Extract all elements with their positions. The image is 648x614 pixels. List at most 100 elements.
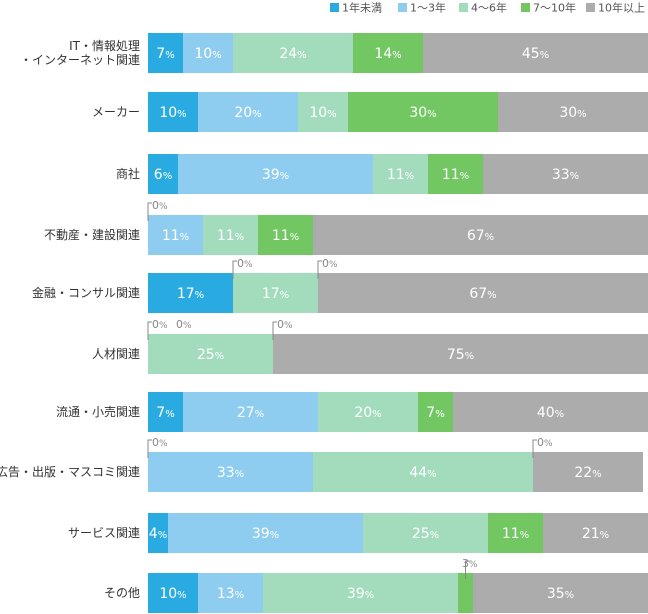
data-label: 21% [582,526,609,542]
data-label: 10% [159,105,186,121]
bar-segment [198,573,263,613]
data-label: 22% [574,465,601,481]
data-label-outside: 0% [176,318,192,331]
category-label-8: 広告・出版・マスコミ関連 [0,465,140,479]
data-label: 33% [552,167,579,183]
bar-segment [373,154,428,194]
bar-segment [148,273,233,313]
data-label: 35% [547,586,574,602]
data-label: 17% [262,286,289,302]
category-label-4: 不動産・建設関連 [44,227,140,242]
data-label: 39% [347,586,374,602]
legend-swatch-5 [586,3,595,12]
bar-segment [453,392,648,432]
data-label: 25% [412,526,439,542]
bar-segment [353,33,423,73]
bar-segment [313,452,533,492]
bar-segment [233,273,318,313]
data-label: 33% [217,465,244,481]
bar-segment [198,92,298,132]
bar-segment [498,92,648,132]
legend-label-1: 1年未満 [342,1,382,15]
category-label-1: ・インターネット関連 [20,53,140,67]
category-label-9: サービス関連 [68,526,140,540]
bar-segment [148,215,203,255]
bar-segment [418,392,453,432]
legend-swatch-1 [330,3,339,12]
data-label: 14% [374,46,401,62]
category-label-5: 金融・コンサル関連 [32,285,140,300]
data-label: 67% [469,286,496,302]
data-label: 10% [159,586,186,602]
data-label: 20% [234,105,261,121]
legend-label-5: 10年以上 [598,1,645,15]
bar-segment [428,154,483,194]
bar-segment [483,154,648,194]
bar-segment [348,92,498,132]
category-label-7: 流通・小売関連 [56,404,140,419]
data-label: 11% [387,167,414,183]
bar-segment [488,513,543,553]
bar-segment [533,452,643,492]
data-label: 20% [354,405,381,421]
leader-line [147,202,152,221]
bar-segment [148,154,178,194]
legend-label-4: 7〜10年 [533,1,576,15]
leader-line [232,260,237,279]
data-label: 6% [154,167,172,183]
bar-segment [148,452,313,492]
bar-segment [298,92,348,132]
data-label: 11% [272,228,299,244]
bar-segment [473,573,648,613]
leader-line [317,260,322,279]
category-label-6: 人材関連 [92,347,140,361]
bar-segment [318,392,418,432]
bar-segment [458,573,473,613]
bar-segment [423,33,648,73]
data-label: 17% [177,286,204,302]
data-label: 11% [162,228,189,244]
data-label: 30% [559,105,586,121]
data-label: 39% [252,526,279,542]
bar-segment [148,33,183,73]
bar-segment [148,334,273,374]
bar-segment [148,573,198,613]
bar-segment [258,215,313,255]
data-label: 11% [442,167,469,183]
data-label-outside: 0% [152,436,168,449]
bar-segment [543,513,648,553]
leader-line [532,439,537,458]
data-label: 27% [237,405,264,421]
bar-segment [178,154,373,194]
bar-segment [148,392,183,432]
data-label-outside: 3% [462,557,478,570]
data-label: 10% [309,105,336,121]
bar-segment [273,334,648,374]
legend-label-3: 4〜6年 [471,1,507,15]
data-label: 30% [409,105,436,121]
data-label: 67% [467,228,494,244]
bar-segment [318,273,648,313]
data-label: 7% [426,405,444,421]
bar-segment [148,92,198,132]
data-label: 4% [149,526,167,542]
bar-segment [263,573,458,613]
data-label-outside: 0% [152,318,168,331]
bar-segment [363,513,488,553]
bar-segment [183,392,318,432]
data-label: 11% [502,526,529,542]
data-label: 24% [279,46,306,62]
leader-line [147,439,152,458]
bar-segment [183,33,233,73]
leader-line [147,321,152,340]
legend-swatch-3 [459,3,468,12]
data-label-outside: 0% [237,257,253,270]
data-label: 10% [194,46,221,62]
legend-swatch-4 [521,3,530,12]
data-label: 75% [447,347,474,363]
bar-segment [233,33,353,73]
data-label-outside: 0% [277,318,293,331]
leader-line [272,321,277,340]
data-label: 25% [197,347,224,363]
